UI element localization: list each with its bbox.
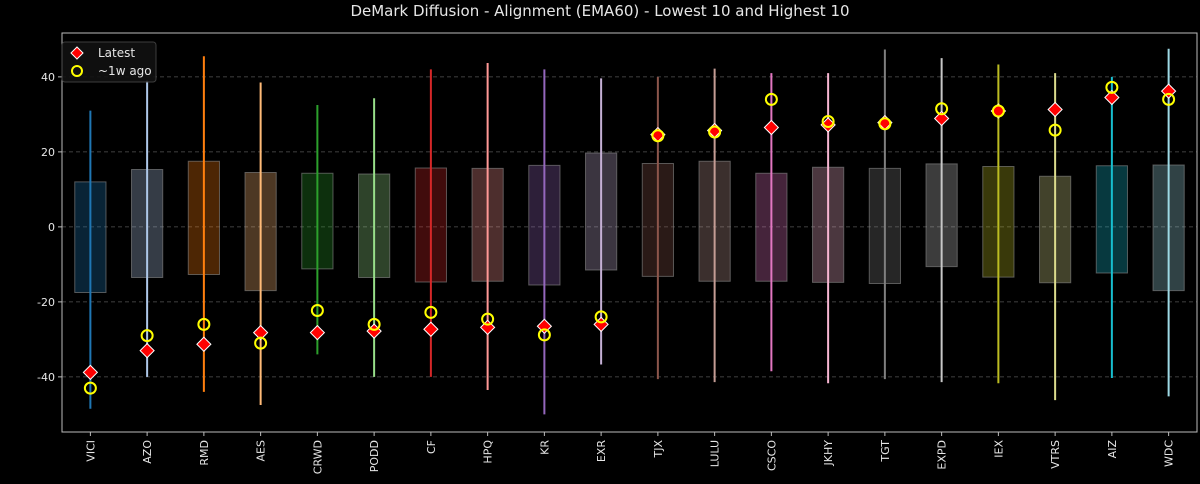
latest-point-csco xyxy=(763,119,780,136)
grid xyxy=(62,76,1197,378)
week-ago-point-iex xyxy=(991,104,1005,118)
x-tick-label: LULU xyxy=(709,440,722,467)
x-axis: VICI AZO RMD AES CRWD PODD CF HPQ KR EXR TJX LULU CS… xyxy=(84,432,1176,474)
x-tick-label: AES xyxy=(255,440,268,461)
week-ago-point-azo xyxy=(140,329,154,343)
legend-latest-icon xyxy=(70,46,84,60)
y-tick-label: 0 xyxy=(48,221,55,234)
x-tick-label: RMD xyxy=(198,440,211,466)
marks xyxy=(74,48,1185,415)
x-tick-label: JKHY xyxy=(822,440,835,467)
week-ago-point-aiz xyxy=(1105,80,1119,94)
x-tick-label: EXR xyxy=(595,440,608,462)
x-tick-label: KR xyxy=(538,440,551,455)
y-axis: -40 -20 0 20 40 xyxy=(37,71,62,384)
latest-point-expd xyxy=(933,110,950,127)
week-ago-point-vtrs xyxy=(1048,123,1062,137)
x-tick-label: CRWD xyxy=(311,440,324,474)
week-ago-point-tgt xyxy=(878,117,892,131)
week-ago-point-vici xyxy=(83,381,97,395)
latest-point-vtrs xyxy=(1047,101,1063,118)
week-ago-point-lulu xyxy=(708,125,722,139)
latest-point-azo xyxy=(139,342,155,359)
week-ago-point-crwd xyxy=(310,304,324,317)
y-tick-label: -40 xyxy=(37,371,55,384)
x-tick-label: VICI xyxy=(84,440,97,462)
x-tick-label: CF xyxy=(425,440,438,454)
x-tick-label: TGT xyxy=(879,440,892,463)
x-tick-label: VTRS xyxy=(1049,440,1062,469)
x-tick-label: TJX xyxy=(652,440,665,459)
week-ago-point-expd xyxy=(935,102,949,116)
y-tick-label: -20 xyxy=(37,296,55,309)
week-ago-point-jkhy xyxy=(821,115,835,128)
latest-point-cf xyxy=(423,321,439,337)
week-ago-point-csco xyxy=(764,92,778,106)
x-tick-label: PODD xyxy=(368,440,381,472)
chart-title: DeMark Diffusion - Alignment (EMA60) - L… xyxy=(350,2,849,20)
legend-week-ago-label: ~1w ago xyxy=(98,64,152,78)
plot-frame xyxy=(61,32,1198,433)
week-ago-point-hpq xyxy=(481,312,495,326)
y-tick-label: 20 xyxy=(41,146,55,159)
week-ago-point-rmd xyxy=(197,317,211,331)
latest-point-aes xyxy=(252,324,269,341)
y-tick-label: 40 xyxy=(41,71,55,84)
x-tick-label: EXPD xyxy=(936,440,949,470)
x-tick-label: IEX xyxy=(992,440,1005,458)
week-ago-point-tjx xyxy=(651,129,665,143)
x-tick-label: CSCO xyxy=(765,440,778,471)
week-ago-point-aes xyxy=(254,336,268,350)
week-ago-point-exr xyxy=(594,310,608,324)
x-tick-label: HPQ xyxy=(482,440,495,464)
legend: Latest ~1w ago xyxy=(61,41,157,83)
legend-latest-label: Latest xyxy=(98,46,135,60)
week-ago-point-kr xyxy=(537,328,551,342)
week-ago-point-podd xyxy=(367,317,381,331)
latest-point-rmd xyxy=(196,336,212,352)
latest-point-crwd xyxy=(309,324,326,341)
x-tick-label: AZO xyxy=(141,440,154,464)
x-tick-label: AIZ xyxy=(1106,440,1119,459)
legend-week-ago-icon xyxy=(71,65,83,77)
week-ago-point-cf xyxy=(424,305,438,319)
x-tick-label: WDC xyxy=(1163,440,1176,467)
week-ago-point-wdc xyxy=(1162,92,1176,106)
latest-point-vici xyxy=(82,364,99,381)
latest-point-aiz xyxy=(1104,89,1120,106)
